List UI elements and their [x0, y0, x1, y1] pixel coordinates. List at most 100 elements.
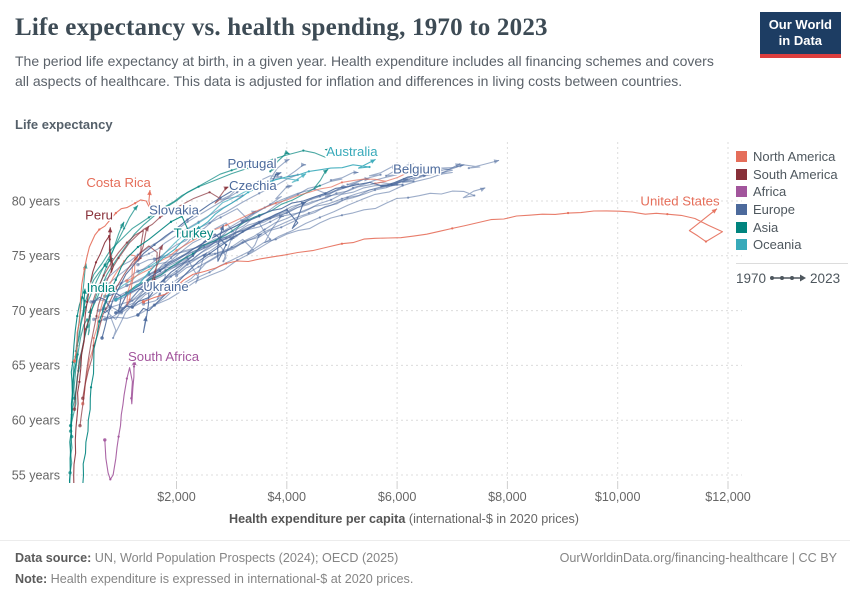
country-label[interactable]: United States [639, 192, 722, 210]
series-year-dot [133, 202, 137, 205]
country-label[interactable]: Ukraine [142, 277, 190, 295]
legend-label: Oceania [753, 237, 802, 253]
series-year-dot [318, 216, 322, 219]
data-source-label: Data source: [15, 551, 92, 565]
series-year-dot [158, 216, 162, 219]
series-year-dot [368, 165, 371, 169]
series-end-arrow-icon [256, 233, 262, 238]
series-year-dot [236, 191, 239, 194]
series-year-dot [76, 314, 79, 318]
series-year-dot [208, 191, 211, 194]
series-year-dot [169, 220, 173, 223]
series-end-arrow-icon [158, 244, 163, 251]
series-year-dot [139, 251, 142, 254]
series-year-dot [83, 267, 86, 271]
series-line [120, 185, 293, 314]
legend-swatch-icon [736, 239, 747, 251]
series-line [148, 173, 428, 275]
series-year-dot [247, 191, 250, 194]
series-year-dot [318, 184, 322, 187]
series-year-dot [83, 299, 86, 302]
series-year-dot [222, 260, 225, 263]
country-label[interactable]: Costa Rica [85, 173, 153, 191]
legend-label: Asia [753, 219, 779, 235]
series-year-dot [274, 173, 277, 176]
country-label[interactable]: Belgium [392, 160, 443, 178]
series-year-dot [224, 237, 228, 240]
series-end-arrow-icon [143, 316, 148, 322]
legend-item-oceania[interactable]: Oceania [736, 236, 848, 254]
legend-label: Europe [753, 202, 795, 218]
legend-item-africa[interactable]: Africa [736, 183, 848, 201]
series-line [137, 174, 420, 272]
credit-link[interactable]: OurWorldinData.org/financing-healthcare … [559, 551, 837, 565]
series-year-dot [296, 179, 299, 182]
owid-logo[interactable]: Our World in Data [759, 12, 841, 58]
series-start-dot [114, 297, 118, 302]
note-label: Note: [15, 572, 48, 586]
series-end-arrow-icon [324, 147, 330, 153]
series-line [143, 208, 724, 303]
y-tick-label: 60 years [12, 414, 60, 428]
series-year-dot [169, 256, 173, 260]
legend-item-south-america[interactable]: South America [736, 166, 848, 184]
series-end-arrow-icon [300, 173, 307, 179]
series-end-arrow-icon [493, 159, 500, 164]
series-year-dot [132, 365, 136, 368]
series-year-dot [106, 287, 109, 290]
legend-item-asia[interactable]: Asia [736, 218, 848, 236]
country-label[interactable]: Slovakia [148, 201, 202, 219]
series-year-dot [150, 210, 153, 214]
note-text: Health expenditure is expressed in inter… [47, 572, 414, 586]
series-line [104, 359, 136, 480]
series-end-arrow-icon [414, 174, 420, 179]
series-year-dot [247, 188, 250, 192]
series-year-dot [180, 283, 184, 286]
series-year-dot [340, 197, 344, 200]
series-year-dot [280, 226, 283, 229]
series-year-dot [346, 183, 349, 186]
series-year-dot [340, 181, 344, 184]
series-year-dot [274, 202, 277, 205]
country-label[interactable]: Peru [84, 206, 115, 224]
series-year-dot [208, 252, 211, 255]
series-line [79, 244, 164, 426]
series-end-arrow-icon [119, 221, 125, 228]
series-year-dot [84, 328, 87, 331]
y-tick-label: 70 years [12, 304, 60, 318]
series-line [115, 175, 420, 301]
series-end-arrow-icon [353, 170, 359, 175]
series-year-dot [406, 196, 410, 199]
series-year-dot [169, 275, 173, 278]
series-end-arrow-icon [711, 208, 717, 214]
country-label[interactable]: India [85, 279, 117, 297]
x-tick-label: $2,000 [157, 490, 196, 504]
country-label[interactable]: Portugal [226, 155, 278, 173]
timeline-start-year: 1970 [736, 270, 767, 286]
country-label[interactable]: South Africa [126, 348, 201, 366]
data-source-line: Data source: UN, World Population Prospe… [15, 551, 398, 565]
owid-logo-line2: in Data [778, 33, 823, 49]
series-line [154, 163, 461, 306]
series-end-arrow-icon [82, 288, 87, 294]
series-year-dot [175, 249, 178, 252]
series-start-dot [72, 359, 77, 363]
country-label[interactable]: Czechia [228, 177, 279, 195]
series-year-dot [186, 218, 189, 221]
series-year-dot [114, 278, 117, 282]
series-end-arrow-icon [392, 164, 398, 170]
legend-item-north-america[interactable]: North America [736, 148, 848, 166]
series-start-dot [119, 311, 124, 315]
series-year-dot [153, 278, 156, 282]
data-source-text: UN, World Population Prospects (2024); O… [91, 551, 399, 565]
series-year-dot [109, 478, 112, 481]
country-label[interactable]: Turkey [172, 224, 215, 242]
series-year-dot [145, 282, 148, 285]
y-tick-label: 65 years [12, 359, 60, 373]
legend-item-europe[interactable]: Europe [736, 201, 848, 219]
series-line [115, 158, 376, 301]
country-label[interactable]: Australia [325, 143, 380, 161]
legend-label: Africa [753, 184, 787, 200]
x-tick-label: $10,000 [595, 490, 641, 504]
